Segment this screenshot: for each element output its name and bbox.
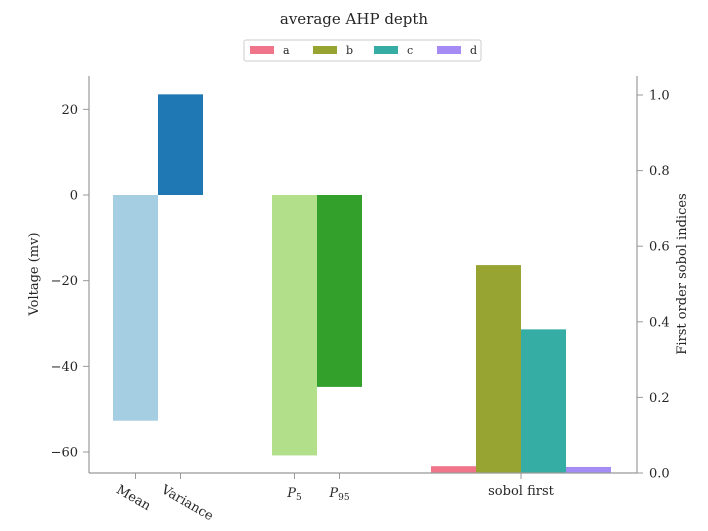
bar-b [476,265,521,473]
y-left-tick-label: 20 [61,103,78,118]
x-axis-ticks: Mean Variance P5 P95 sobol first [114,473,555,524]
bar-c [521,329,566,473]
y-right-tick-label: 0.8 [649,164,670,179]
legend-swatch-b [313,46,337,54]
x-tick-label-variance: Variance [158,482,216,524]
y-right-tick-label: 0.2 [649,391,670,406]
legend-label-b: b [346,44,353,57]
x-tick-label-sobol-first: sobol first [488,484,554,499]
right-axis-ticks: 0.0 0.2 0.4 0.6 0.8 1.0 [637,89,670,482]
y-right-tick-label: 0.6 [649,240,670,255]
y-left-tick-label: −20 [51,274,78,289]
bar-p5 [272,195,317,456]
y-left-tick-label: 0 [70,189,78,204]
y-right-tick-label: 0.4 [649,315,670,330]
bar-variance [158,94,203,195]
bar-p95 [317,195,362,387]
x-tick-label-p5: P5 [286,486,302,503]
legend-label-c: c [407,44,413,57]
y-axis-left-label: Voltage (mv) [27,232,42,316]
x-tick-label-p95: P95 [328,486,349,503]
bar-a [431,466,476,473]
bar-d [566,466,611,473]
y-left-tick-label: −60 [51,445,78,460]
y-left-tick-label: −40 [51,360,78,375]
bars-layer [113,94,611,473]
legend-label-d: d [470,44,477,57]
legend: a b c d [250,44,477,57]
y-axis-right-label: First order sobol indices [675,193,690,354]
legend-box [243,39,482,62]
legend-label-a: a [283,44,290,57]
legend-swatch-d [437,46,461,54]
legend-swatch-a [250,46,274,54]
left-axis-ticks: 20 0 −20 −40 −60 [51,103,89,460]
legend-swatch-c [374,46,398,54]
x-tick-label-mean: Mean [114,482,154,514]
y-right-tick-label: 1.0 [649,89,670,104]
bar-mean [113,195,158,421]
chart-title: average AHP depth [280,10,429,28]
y-right-tick-label: 0.0 [649,467,670,482]
